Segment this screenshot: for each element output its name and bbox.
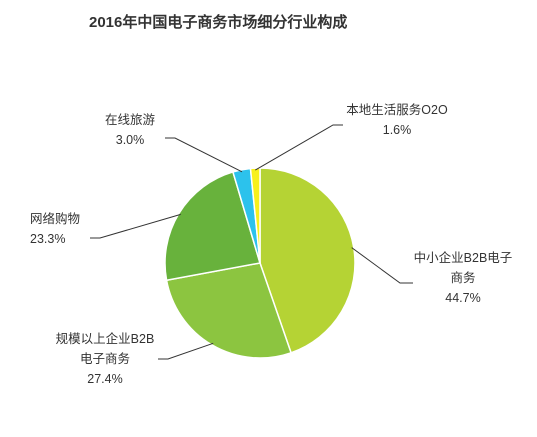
pie-slice bbox=[165, 262, 293, 359]
pie-slice bbox=[249, 167, 261, 264]
slice-value-label: 44.7% bbox=[445, 291, 480, 305]
slice-value-label: 1.6% bbox=[383, 123, 412, 137]
slice-name-label: 中小企业B2B电子 bbox=[414, 250, 513, 265]
slice-name-label: 商务 bbox=[450, 270, 475, 285]
leader-line bbox=[158, 342, 214, 360]
leader-line bbox=[351, 247, 413, 284]
pie-slices bbox=[164, 167, 356, 359]
pie-slice bbox=[259, 167, 356, 354]
slice-value-label: 27.4% bbox=[87, 372, 122, 386]
slice-name-label: 电子商务 bbox=[80, 351, 130, 366]
chart-title: 2016年中国电子商务市场细分行业构成 bbox=[89, 14, 348, 31]
leader-line bbox=[90, 213, 181, 239]
slice-value-label: 23.3% bbox=[30, 232, 65, 246]
slice-name-label: 网络购物 bbox=[30, 211, 80, 226]
pie-slice bbox=[164, 171, 261, 282]
leader-lines bbox=[90, 124, 413, 360]
slice-value-label: 3.0% bbox=[116, 133, 145, 147]
leader-line bbox=[165, 137, 243, 173]
slice-name-label: 在线旅游 bbox=[105, 113, 156, 127]
slice-name-label: 本地生活服务O2O bbox=[346, 102, 448, 117]
slice-name-label: 规模以上企业B2B bbox=[56, 331, 155, 346]
leader-line bbox=[255, 124, 343, 171]
